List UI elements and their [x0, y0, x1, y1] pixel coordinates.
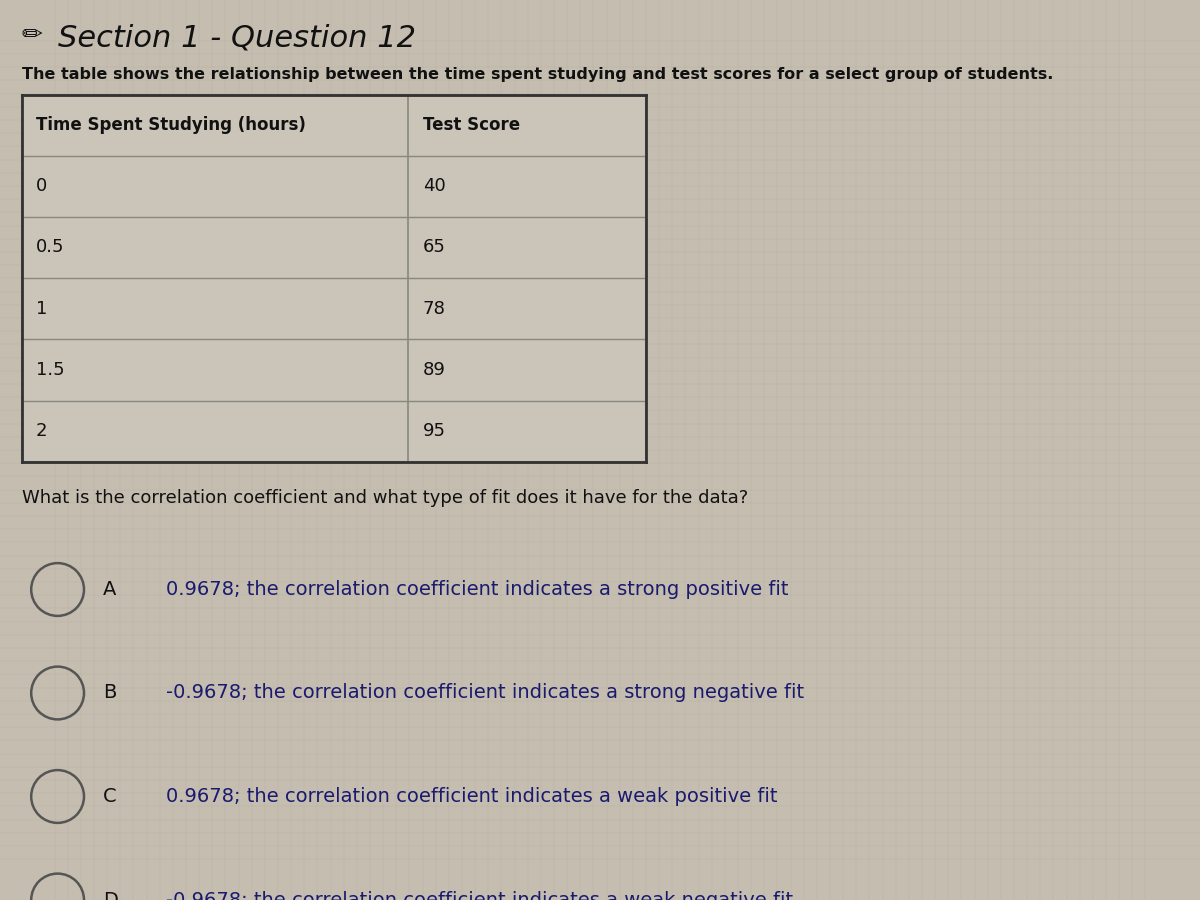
Text: 65: 65 [422, 238, 445, 256]
Text: A: A [103, 580, 116, 599]
Text: 0.9678; the correlation coefficient indicates a strong positive fit: 0.9678; the correlation coefficient indi… [166, 580, 788, 599]
Text: -0.9678; the correlation coefficient indicates a weak negative fit: -0.9678; the correlation coefficient ind… [166, 890, 793, 900]
Text: 89: 89 [422, 361, 445, 379]
Text: 0: 0 [36, 177, 47, 195]
Text: 78: 78 [422, 300, 445, 318]
Text: Test Score: Test Score [422, 116, 520, 134]
Text: D: D [103, 890, 118, 900]
Text: Time Spent Studying (hours): Time Spent Studying (hours) [36, 116, 306, 134]
Text: 2: 2 [36, 422, 48, 440]
Text: What is the correlation coefficient and what type of fit does it have for the da: What is the correlation coefficient and … [22, 489, 748, 507]
Text: The table shows the relationship between the time spent studying and test scores: The table shows the relationship between… [22, 68, 1052, 83]
Text: -0.9678; the correlation coefficient indicates a strong negative fit: -0.9678; the correlation coefficient ind… [166, 683, 804, 703]
Text: 95: 95 [422, 422, 446, 440]
Text: B: B [103, 683, 116, 703]
Text: 40: 40 [422, 177, 445, 195]
Text: C: C [103, 787, 116, 806]
Text: ✏: ✏ [22, 23, 43, 48]
FancyBboxPatch shape [22, 94, 646, 462]
Text: 0.9678; the correlation coefficient indicates a weak positive fit: 0.9678; the correlation coefficient indi… [166, 787, 778, 806]
Text: 1.5: 1.5 [36, 361, 65, 379]
Text: Section 1 - Question 12: Section 1 - Question 12 [58, 23, 415, 52]
Text: 0.5: 0.5 [36, 238, 65, 256]
Text: 1: 1 [36, 300, 47, 318]
